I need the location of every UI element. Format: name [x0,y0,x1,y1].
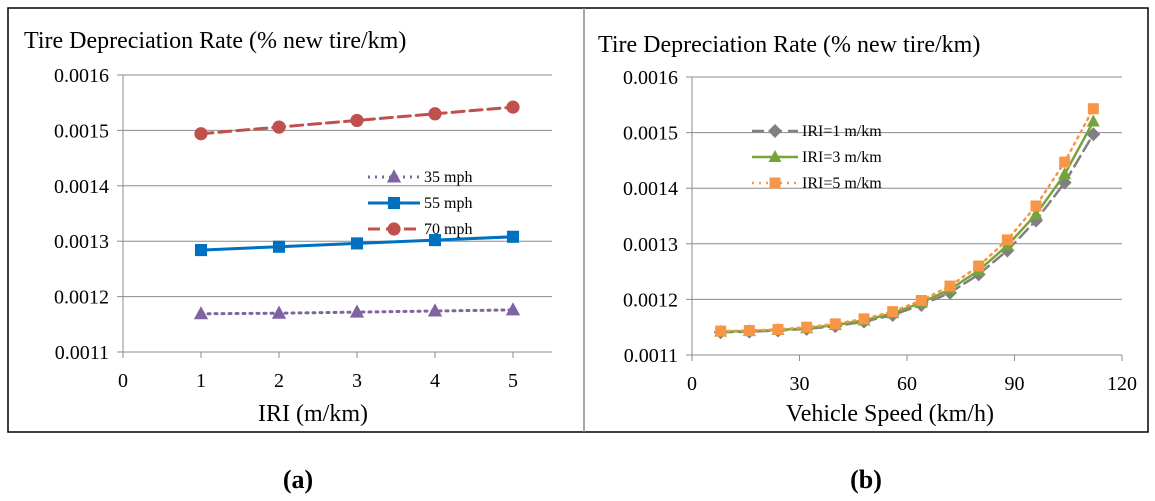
legend-label: IRI=3 m/km [802,149,882,166]
data-point [193,306,209,320]
legend-marker [386,169,402,183]
legend-label: 70 mph [424,221,472,238]
y-tick-label: 0.0015 [623,123,678,145]
data-point [772,323,784,335]
y-tick-label: 0.0013 [623,234,678,256]
chart-a-x-axis-label: IRI (m/km) [258,401,368,427]
data-point [194,127,208,141]
x-tick-label: 1 [196,370,206,392]
data-point [1058,167,1072,180]
y-tick-label: 0.0015 [54,120,109,142]
caption-a: (a) [283,465,313,494]
data-point [1059,156,1071,168]
chart-b-x-axis-label: Vehicle Speed (km/h) [786,401,994,427]
data-point [973,260,985,272]
data-point [350,237,364,250]
data-point [1086,127,1101,142]
data-point [887,306,899,318]
series-line [719,133,1095,334]
legend-label: 35 mph [424,169,472,186]
x-tick-label: 4 [430,370,440,392]
data-point [1001,234,1013,246]
data-point [350,113,364,128]
y-tick-label: 0.0014 [54,176,109,198]
data-point [743,325,755,337]
data-point [271,305,287,319]
y-tick-label: 0.0013 [54,231,109,253]
data-point [915,295,927,307]
chart-a-x-ticks: 0 1 2 3 4 5 [118,370,518,392]
data-point [349,304,365,318]
legend-marker [387,196,401,210]
legend-label: IRI=5 m/km [802,175,882,192]
y-tick-label: 0.0014 [623,178,678,200]
x-tick-label: 5 [508,370,518,392]
x-tick-label: 120 [1107,373,1137,395]
chart-b-x-ticks: 0 30 60 90 120 [687,373,1137,395]
data-point [715,325,727,337]
data-point [858,313,870,325]
chart-panel-a: Tire Depreciation Rate (% new tire/km) 0… [24,28,552,427]
chart-panel-b: Tire Depreciation Rate (% new tire/km) 0… [598,32,1137,427]
data-point [428,107,442,121]
x-tick-label: 0 [687,373,697,395]
data-point [506,230,520,243]
data-point [944,280,956,292]
chart-b-y-ticks: 0.0011 0.0012 0.0013 0.0014 0.0015 0.0016 [623,67,678,367]
chart-a-title: Tire Depreciation Rate (% new tire/km) [24,28,406,54]
chart-a-gridlines [123,74,552,298]
legend-marker [768,150,782,162]
chart-b-gridlines [692,76,1122,300]
legend-marker [769,177,781,189]
data-point [1029,207,1043,220]
chart-b-legend: IRI=1 m/km IRI=3 m/km IRI=5 m/km [752,123,882,192]
data-point [506,100,520,114]
x-tick-label: 30 [790,373,810,395]
legend-label: 55 mph [424,195,472,212]
y-tick-label: 0.0012 [54,287,109,309]
x-tick-label: 90 [1005,373,1025,395]
data-point [1087,103,1099,115]
data-point [428,234,442,247]
x-tick-label: 2 [274,370,284,392]
chart-a-series [193,100,521,320]
chart-a-legend: 35 mph 55 mph 70 mph [368,169,472,238]
chart-a-axes [117,74,552,358]
data-point [194,244,208,257]
data-point [1086,114,1100,127]
x-tick-label: 60 [897,373,917,395]
legend-marker [387,222,401,236]
figure-frame [7,7,1149,433]
data-point [272,120,286,134]
data-point [505,302,521,316]
data-point [1030,200,1042,212]
chart-b-axes [686,76,1123,361]
caption-b: (b) [850,465,882,494]
data-point [801,321,813,333]
y-tick-label: 0.0011 [624,345,678,367]
y-tick-label: 0.0016 [54,65,109,87]
data-point [829,318,841,330]
chart-b-title: Tire Depreciation Rate (% new tire/km) [598,32,980,58]
legend-label: IRI=1 m/km [802,123,882,140]
chart-b-series [713,103,1101,340]
y-tick-label: 0.0012 [623,289,678,311]
x-tick-label: 0 [118,370,128,392]
chart-a-y-ticks: 0.0011 0.0012 0.0013 0.0014 0.0015 0.0016 [54,65,109,364]
y-tick-label: 0.0011 [55,342,109,364]
data-point [427,303,443,317]
legend-marker [768,124,782,138]
y-tick-label: 0.0016 [623,67,678,89]
data-point [272,240,286,253]
x-tick-label: 3 [352,370,362,392]
